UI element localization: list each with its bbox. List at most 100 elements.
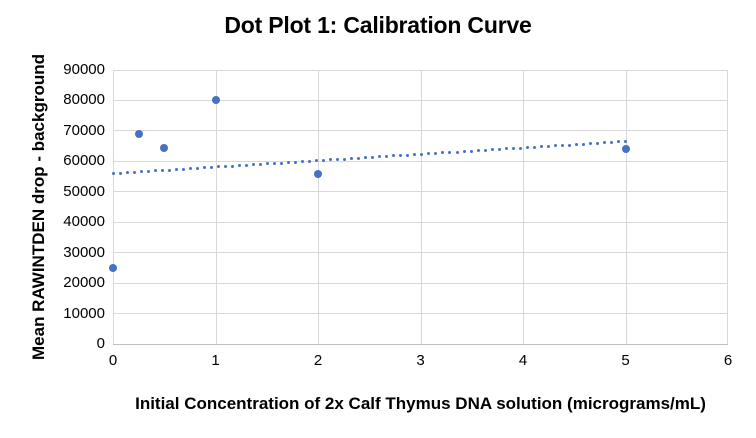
trendline-dot [476,149,480,153]
trendline-dot [504,147,508,151]
trendline-dot [532,145,536,149]
trendline-dot [329,158,333,162]
trendline-dot [511,147,515,151]
y-tick-label: 0 [96,335,105,352]
x-tick-label: 3 [416,352,425,369]
y-tick-label: 80000 [63,91,105,109]
trendline-dot [595,141,599,145]
trendline-dot [294,160,298,164]
trendline-dot [581,142,585,146]
trendline-dot [609,140,613,144]
trendline-dot [434,151,438,155]
trendline-dot [385,154,389,158]
x-tick-label: 1 [211,352,220,369]
x-gridline [113,70,114,344]
trendline-dot [301,160,305,164]
trendline-dot [490,148,494,152]
trendline-dot [223,165,227,168]
data-point [314,169,322,178]
trendline-dot [174,168,178,172]
trendline-dot [139,170,143,174]
trendline-dot [497,147,501,151]
trendline-dot [111,172,115,175]
trendline-dot [546,144,550,148]
chart-title: Dot Plot 1: Calibration Curve [224,12,532,38]
y-tick-label: 90000 [63,61,105,78]
trendline-dot [602,141,606,145]
data-point [134,129,143,138]
trendline-dot [364,156,368,160]
trendline-dot [462,150,466,154]
trendline-dot [244,163,248,167]
trendline-dot [315,159,319,163]
trendline-dot [237,164,241,168]
x-tick-label: 4 [518,352,528,369]
trendline-dot [574,143,578,147]
trendline-dot [427,152,431,156]
x-gridline [318,70,319,344]
trendline-dot [392,154,396,158]
trendline-dot [125,171,129,175]
trendline-dot [399,154,403,158]
trendline-dot [195,166,199,170]
trendline-dot [153,169,157,173]
trendline-dot [420,152,424,156]
trendline-dot [167,168,171,172]
y-tick-label: 70000 [63,121,105,139]
trendline-dot [378,155,382,159]
data-point [211,96,220,105]
y-tick-label: 40000 [63,213,105,231]
trendline-dot [588,142,592,146]
trendline-dot [343,157,347,161]
trendline-dot [308,159,312,163]
data-point [109,263,117,272]
x-gridline [625,70,627,344]
x-tick-label: 2 [313,352,323,369]
trendline-dot [181,167,185,171]
trendline-dot [624,140,627,144]
trendline-dot [272,161,276,165]
trendline-dot [258,162,262,166]
trendline-dot [202,166,206,170]
data-point [621,145,630,154]
trendline-dot [230,164,234,168]
trendline-dot [616,140,620,144]
trendline-dot [413,153,417,157]
data-point [160,143,169,152]
trendline-dot [188,167,192,171]
trendline-dot [279,161,283,165]
trendline-dot [209,165,213,169]
trendline-dot [406,153,410,157]
trendline-dot [553,144,557,148]
trendline-dot [350,157,354,161]
x-gridline [420,70,422,344]
trendline-dot [216,165,220,169]
trendline-dot [455,150,459,154]
trendline-dot [322,158,326,162]
x-tick-label: 5 [621,352,630,369]
trendline-dot [132,170,136,174]
trendline-dot [287,161,290,165]
trendline-dot [160,168,164,172]
trendline-dot [265,162,269,166]
trendline-dot [483,148,487,152]
trendline-dot [525,146,529,150]
x-gridline [523,70,524,344]
trendline-dot [146,169,150,173]
plot-area [109,69,728,345]
trendline-dot [448,150,452,154]
trendline-dot [357,156,361,160]
x-gridline [215,70,217,344]
trendline-dot [118,171,122,175]
trendline-dot [539,145,543,149]
x-axis-title: Initial Concentration of 2x Calf Thymus … [135,394,706,413]
y-tick-label: 20000 [63,274,105,292]
x-gridline [727,70,728,344]
trendline-dot [251,163,255,167]
y-tick-label: 60000 [63,152,105,170]
y-tick-label: 50000 [63,182,105,200]
trendline-dot [567,143,571,147]
trendline-dot [518,146,522,150]
trendline-dot [336,157,340,161]
trendline-dot [560,143,564,147]
